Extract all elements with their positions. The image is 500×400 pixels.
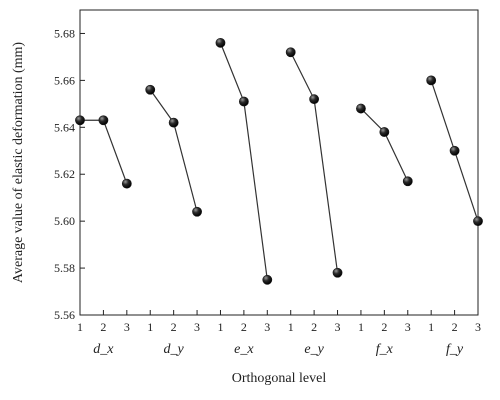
group-label-d-x: d_x <box>93 342 114 357</box>
x-tick-label: 1 <box>217 320 223 334</box>
x-tick-label: 1 <box>77 320 83 334</box>
data-point <box>98 115 109 126</box>
data-point <box>285 47 296 58</box>
x-tick-label: 1 <box>288 320 294 334</box>
data-point <box>426 75 437 86</box>
y-tick-label: 5.56 <box>54 308 75 322</box>
series-line-d-x <box>80 119 128 184</box>
series-line-e-x <box>219 42 268 280</box>
data-point <box>449 145 460 156</box>
data-point <box>309 94 320 105</box>
x-tick-label: 3 <box>264 320 270 334</box>
series-line-e-y <box>290 51 339 273</box>
y-tick-label: 5.64 <box>54 120 75 134</box>
y-tick-label: 5.60 <box>54 214 75 228</box>
data-point <box>473 216 483 227</box>
group-label-f-x: f_x <box>376 342 394 357</box>
data-point <box>262 274 273 285</box>
data-point <box>215 37 226 48</box>
data-point <box>121 178 132 189</box>
x-tick-label: 2 <box>381 320 387 334</box>
y-tick-label: 5.62 <box>54 167 75 181</box>
y-tick-label: 5.68 <box>54 26 75 40</box>
y-tick-label: 5.66 <box>54 73 75 87</box>
x-tick-label: 3 <box>194 320 200 334</box>
x-tick-label: 3 <box>475 320 481 334</box>
data-point <box>356 103 366 114</box>
x-tick-label: 2 <box>241 320 247 334</box>
y-tick-label: 5.58 <box>54 261 75 275</box>
x-tick-label: 2 <box>100 320 106 334</box>
group-label-e-y: e_y <box>304 342 324 357</box>
series-line-f-x <box>360 108 409 182</box>
group-label-f-y: f_y <box>446 342 464 357</box>
x-tick-label: 2 <box>311 320 317 334</box>
x-tick-label: 2 <box>171 320 177 334</box>
y-axis-title: Average value of elastic deformation (mm… <box>11 42 26 283</box>
x-tick-label: 1 <box>428 320 434 334</box>
plot-frame <box>79 9 479 316</box>
x-tick-label: 2 <box>452 320 458 334</box>
data-point <box>75 115 85 126</box>
data-point <box>192 206 202 217</box>
x-tick-label: 3 <box>335 320 341 334</box>
x-tick-label: 1 <box>147 320 153 334</box>
data-point <box>332 267 343 278</box>
x-tick-label: 3 <box>124 320 130 334</box>
x-tick-label: 3 <box>405 320 411 334</box>
x-tick-label: 1 <box>358 320 364 334</box>
data-point <box>402 176 413 187</box>
group-label-e-x: e_x <box>234 342 254 357</box>
data-point <box>238 96 249 107</box>
x-axis-title: Orthogonal level <box>232 371 327 386</box>
group-label-d-y: d_y <box>164 342 185 357</box>
data-point <box>379 127 390 137</box>
series-line-d-y <box>149 89 198 212</box>
data-point <box>168 117 179 128</box>
data-point <box>145 84 156 95</box>
